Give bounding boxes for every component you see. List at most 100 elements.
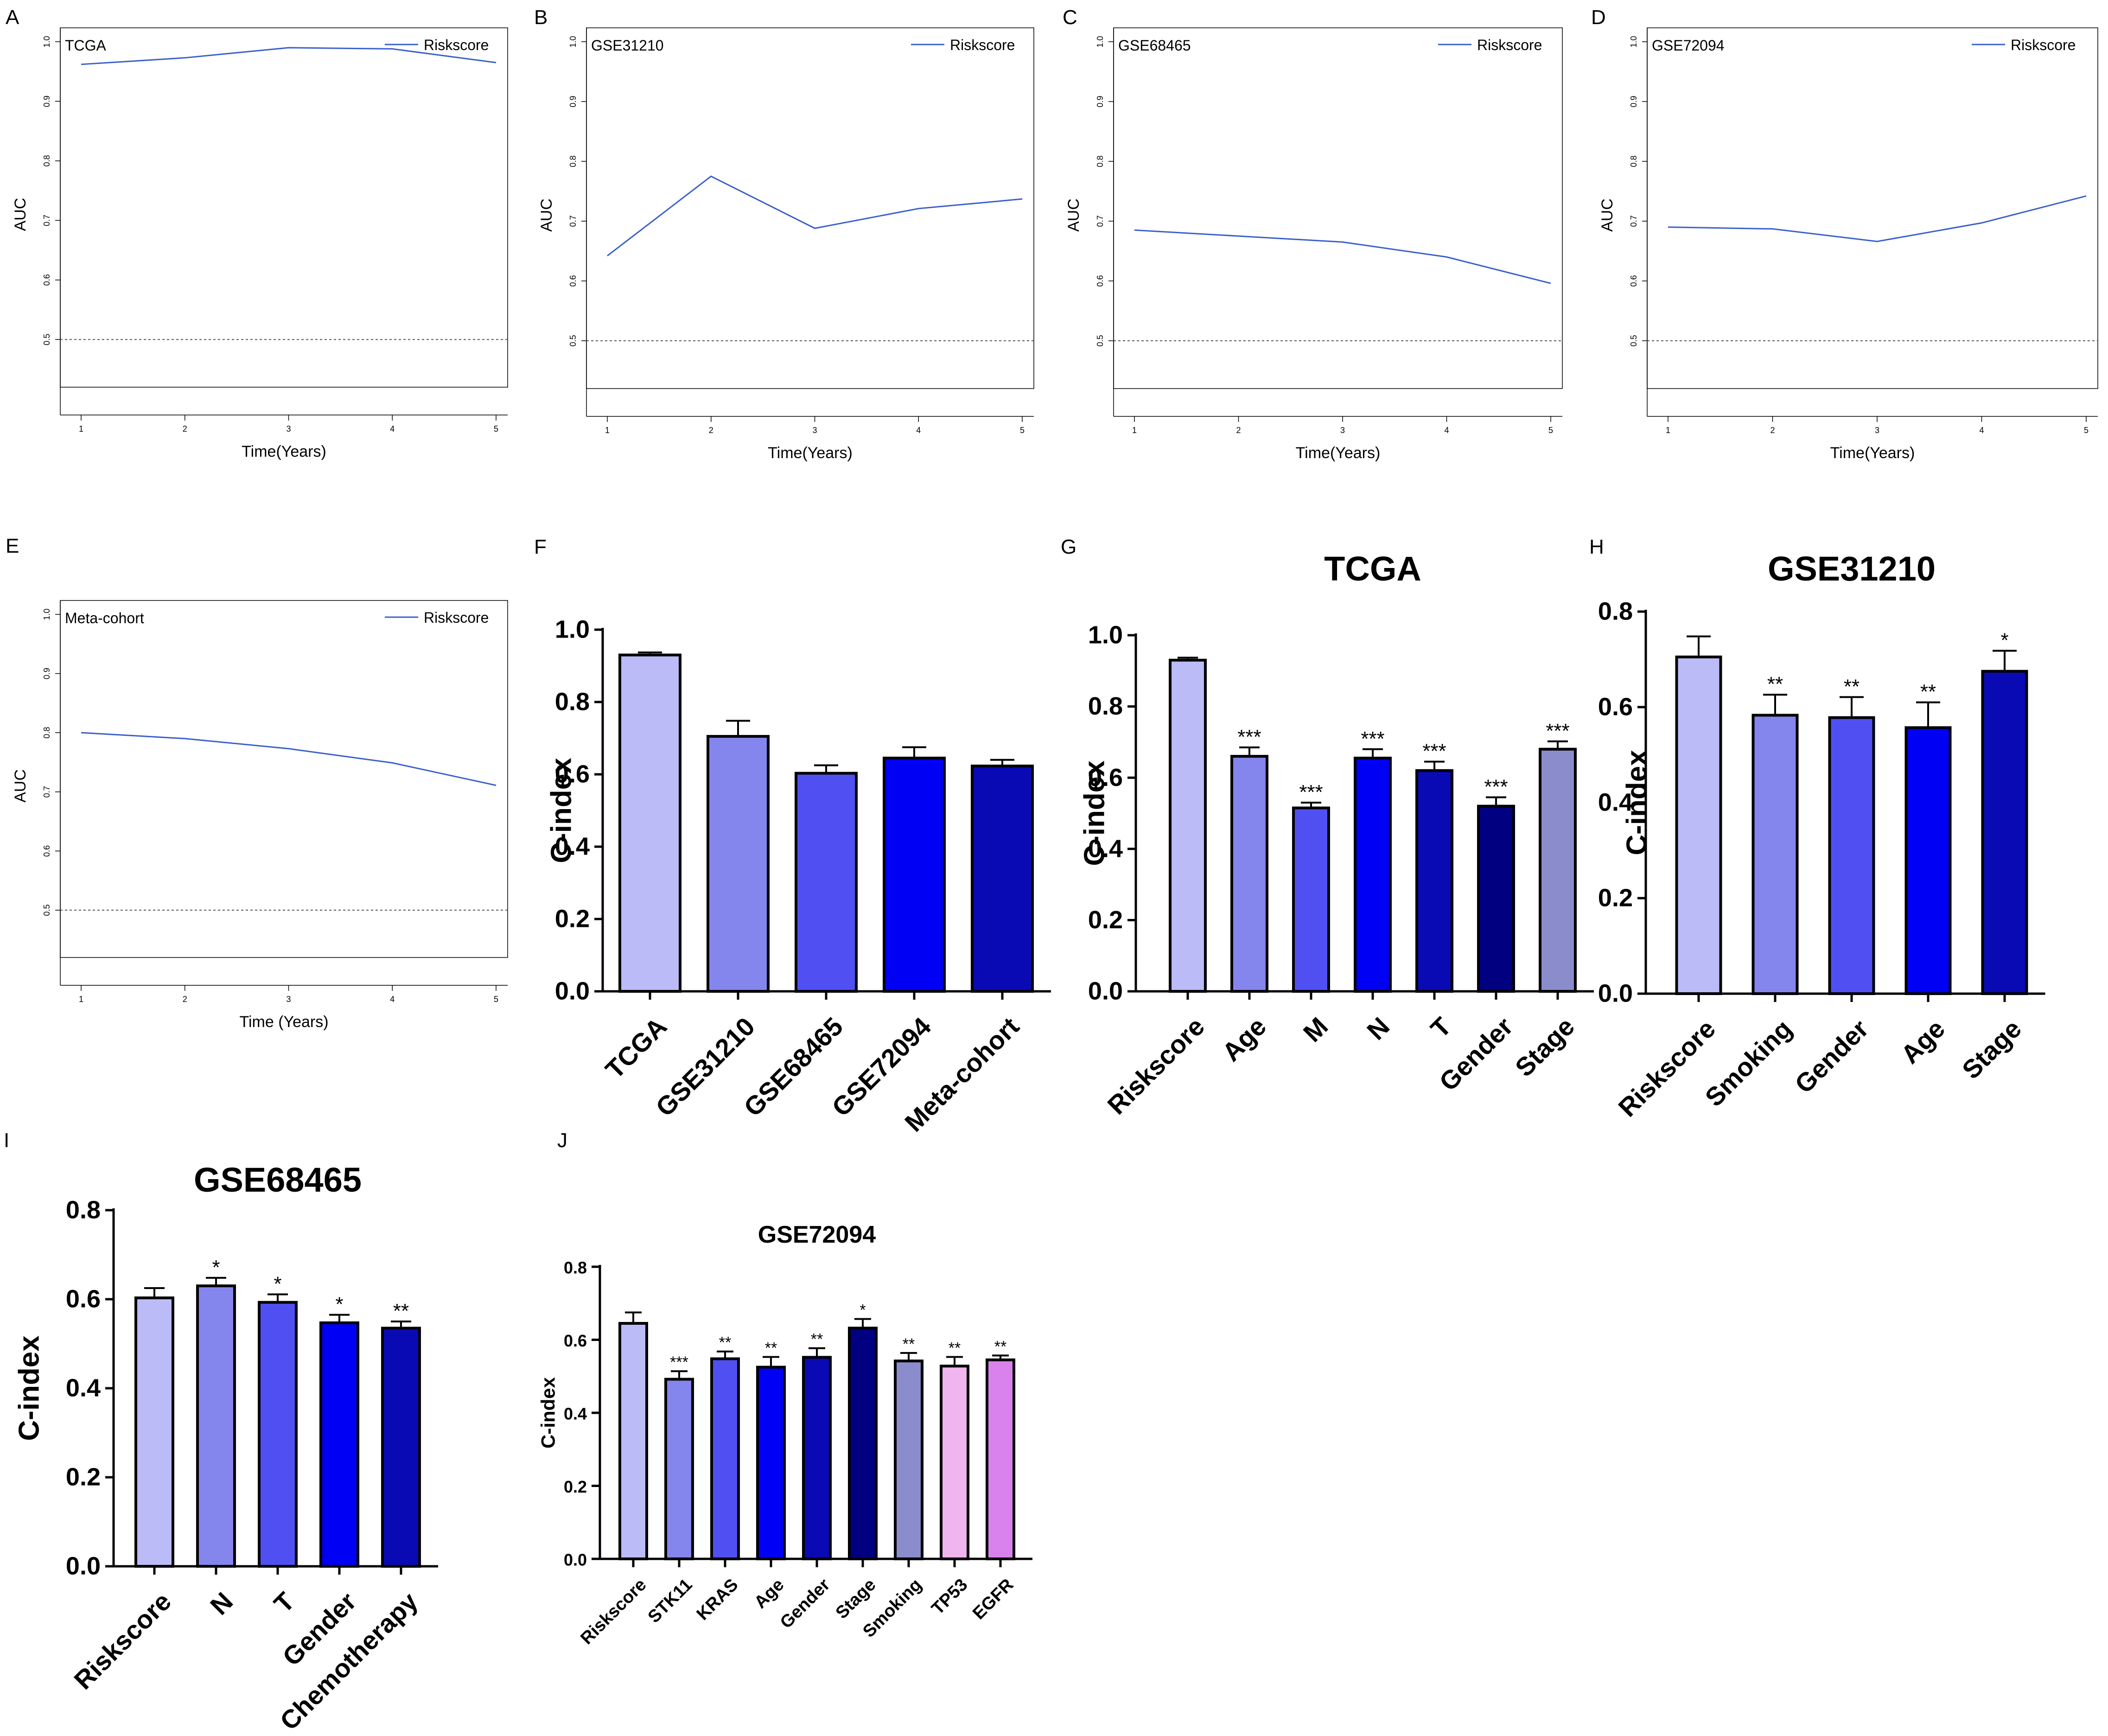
bar-g-gender xyxy=(1477,804,1515,993)
bar-f-gse72094 xyxy=(883,756,946,993)
plot-frame-b xyxy=(586,27,1034,389)
y-tick-label-c-1: 0.6 xyxy=(1095,275,1105,287)
x-tick-label-i-riskscore: Riskscore xyxy=(68,1587,177,1695)
x-tick-label-g-riskscore: Riskscore xyxy=(1102,1012,1210,1120)
bar-f-tcga xyxy=(618,653,681,993)
y-tick-label-e-3: 0.8 xyxy=(42,727,51,739)
x-tick-label-a-1: 2 xyxy=(183,424,187,434)
significance-j-stk11: *** xyxy=(670,1353,688,1371)
y-tick-label-d-2: 0.7 xyxy=(1629,215,1638,227)
x-tick-label-e-1: 2 xyxy=(183,995,187,1004)
chart-title-g: TCGA xyxy=(1324,549,1421,588)
y-axis-label-b: AUC xyxy=(538,198,555,232)
y-tick-label-j-3: 0.6 xyxy=(564,1331,587,1350)
x-tick-label-j-age: Age xyxy=(751,1575,788,1612)
bar-j-age xyxy=(756,1366,786,1560)
series-line-b xyxy=(607,175,1023,256)
y-tick-label-c-3: 0.8 xyxy=(1095,155,1105,167)
panel-letter-g: G xyxy=(1061,536,1076,558)
x-tick-label-h-stage: Stage xyxy=(1956,1014,2027,1085)
plot-frame-c xyxy=(1113,27,1563,389)
x-tick-label-e-2: 3 xyxy=(286,995,291,1004)
panel-letter-j: J xyxy=(557,1129,567,1152)
panel-d-auc-line-chart: D GSE72094 Riskscore 0.5 0.6 0.7 0.8 0.9 1.0 AUC 1… xyxy=(1591,6,2098,462)
panel-letter-f: F xyxy=(534,536,547,558)
y-tick-label-d-4: 0.9 xyxy=(1629,96,1638,107)
plot-frame-e xyxy=(60,600,508,958)
significance-h-stage: * xyxy=(2000,629,2008,651)
x-tick-label-i-t: T xyxy=(268,1587,300,1619)
y-axis-label-j: C-index xyxy=(537,1377,559,1449)
y-tick-label-g-2: 0.4 xyxy=(1088,835,1123,862)
bar-j-stk11 xyxy=(664,1378,694,1560)
y-tick-label-i-3: 0.6 xyxy=(66,1285,101,1313)
significance-g-t: *** xyxy=(1422,740,1446,763)
x-tick-label-g-n: N xyxy=(1361,1012,1395,1046)
chart-title-j: GSE72094 xyxy=(758,1221,876,1248)
panel-c-auc-line-chart: C GSE68465 Riskscore 0.5 0.6 0.7 0.8 0.9 1.0 AUC 1… xyxy=(1063,6,1563,462)
panel-h-cindex-bar-chart: H GSE31210 0.0 0.2 0.4 0.6 0.8 C-index Riskscore… xyxy=(1589,536,2045,1123)
x-tick-label-b-4: 5 xyxy=(1020,426,1025,435)
inset-title-e: Meta-cohort xyxy=(65,610,144,626)
significance-h-age: ** xyxy=(1920,681,1936,703)
x-tick-label-a-2: 3 xyxy=(286,424,291,434)
significance-g-age: *** xyxy=(1237,726,1261,748)
x-tick-label-h-gender: Gender xyxy=(1789,1014,1874,1099)
y-tick-label-i-4: 0.8 xyxy=(66,1196,101,1224)
y-tick-label-g-3: 0.6 xyxy=(1088,764,1123,791)
significance-i-n: * xyxy=(212,1256,220,1279)
x-tick-label-f-tcga: TCGA xyxy=(599,1012,672,1085)
x-tick-label-e-4: 5 xyxy=(494,995,498,1004)
x-tick-label-b-3: 4 xyxy=(916,426,921,435)
significance-j-tp53: ** xyxy=(949,1340,961,1357)
bar-j-tp53 xyxy=(940,1365,969,1560)
y-axis-label-f: C-index xyxy=(546,758,578,863)
bar-g-m xyxy=(1292,806,1330,993)
inset-title-c: GSE68465 xyxy=(1118,37,1191,54)
x-axis-label-e: Time (Years) xyxy=(239,1013,328,1031)
panel-i-cindex-bar-chart: I GSE68465 0.0 0.2 0.4 0.6 0.8 C-index Riskscore… xyxy=(4,1129,438,1736)
bar-j-stage xyxy=(848,1327,878,1560)
y-tick-label-j-0: 0.0 xyxy=(564,1550,587,1569)
legend-label-b: Riskscore xyxy=(950,37,1015,53)
y-tick-label-e-4: 0.9 xyxy=(42,668,51,679)
bar-g-stage xyxy=(1539,747,1577,993)
y-axis-label-a: AUC xyxy=(12,198,29,231)
series-line-d xyxy=(1668,195,2087,243)
x-tick-label-a-4: 5 xyxy=(494,424,498,434)
bar-g-riskscore xyxy=(1169,658,1207,993)
panel-letter-c: C xyxy=(1063,6,1077,29)
x-tick-label-b-1: 2 xyxy=(709,426,713,435)
x-axis-label-d: Time(Years) xyxy=(1830,444,1915,462)
significance-j-age: ** xyxy=(765,1340,777,1357)
panel-b-auc-line-chart: B GSE31210 Riskscore 0.5 0.6 0.7 0.8 0.9 1.0 AUC 1… xyxy=(534,6,1034,462)
y-tick-label-d-3: 0.8 xyxy=(1629,155,1638,167)
significance-g-stage: *** xyxy=(1546,720,1569,742)
bar-f-meta-cohort xyxy=(971,765,1034,993)
x-tick-label-j-tp53: TP53 xyxy=(928,1575,972,1619)
y-tick-label-a-4: 0.9 xyxy=(42,96,51,107)
bar-h-age xyxy=(1904,726,1952,996)
panel-letter-i: I xyxy=(4,1129,9,1152)
chart-title-i: GSE68465 xyxy=(194,1161,362,1199)
panel-letter-e: E xyxy=(6,535,19,557)
x-tick-label-j-kras: KRAS xyxy=(693,1575,742,1624)
x-tick-label-g-stage: Stage xyxy=(1509,1012,1580,1082)
y-tick-label-b-1: 0.6 xyxy=(568,275,578,287)
x-tick-label-h-age: Age xyxy=(1895,1014,1950,1069)
bar-j-smoking xyxy=(894,1359,923,1560)
y-tick-label-c-4: 0.9 xyxy=(1095,96,1105,107)
y-tick-label-h-0: 0.0 xyxy=(1598,980,1633,1008)
bar-g-age xyxy=(1230,755,1268,993)
series-line-a xyxy=(81,47,497,65)
bar-g-n xyxy=(1354,756,1392,993)
y-tick-label-j-4: 0.8 xyxy=(564,1258,587,1277)
y-axis-label-e: AUC xyxy=(12,769,29,803)
y-tick-label-g-5: 1.0 xyxy=(1088,621,1123,649)
y-tick-label-h-2: 0.4 xyxy=(1598,789,1633,817)
panel-e-auc-line-chart: E Meta-cohort Riskscore 0.5 0.6 0.7 0.8 0.9 1.0 A… xyxy=(6,535,508,1031)
y-tick-label-a-3: 0.8 xyxy=(42,155,51,166)
x-tick-label-j-stk11: STK11 xyxy=(644,1575,696,1627)
y-tick-label-a-1: 0.6 xyxy=(42,274,51,286)
